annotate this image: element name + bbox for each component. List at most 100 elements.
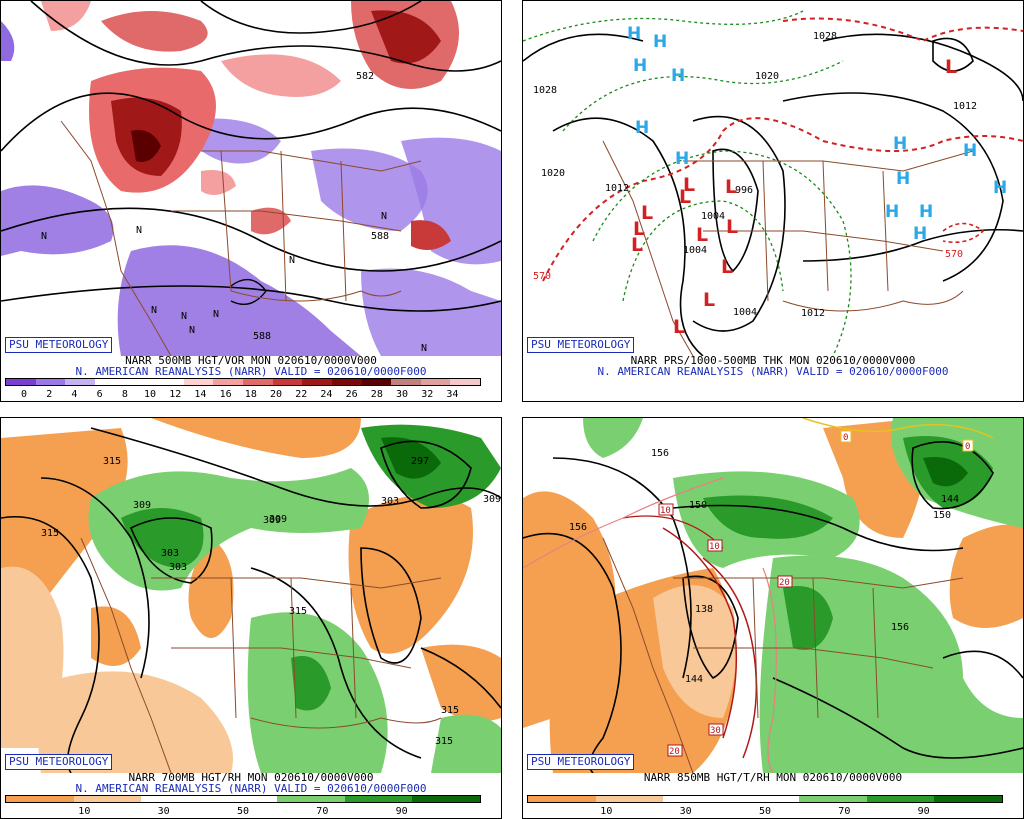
colorbar-tick-label: 6 bbox=[96, 389, 103, 400]
colorbar-ticks: 10 30 50 70 90 bbox=[527, 806, 1003, 818]
isobar-label: 1004 bbox=[683, 245, 707, 256]
low-pressure-marker: L bbox=[726, 216, 738, 238]
panel-title: NARR 500MB HGT/VOR MON 020610/0000V000 bbox=[125, 354, 377, 367]
colorbar-tick-label: 10 bbox=[78, 806, 91, 817]
high-pressure-marker: H bbox=[896, 169, 910, 189]
colorbar-tick-label: 50 bbox=[758, 806, 772, 817]
colorbar-swatch bbox=[663, 796, 732, 802]
reanalysis-line: N. AMERICAN REANALYSIS (NARR) VALID = 02… bbox=[597, 365, 949, 378]
colorbar-tick-label: 8 bbox=[121, 389, 128, 400]
colorbar-swatch bbox=[6, 796, 74, 802]
colorbar-tick-label: 30 bbox=[396, 389, 409, 400]
low-pressure-marker: L bbox=[673, 316, 685, 338]
contour-label: 144 bbox=[685, 674, 703, 685]
colorbar-tick-label: 90 bbox=[917, 806, 930, 817]
psu-badge: PSU METEOROLOGY bbox=[5, 337, 113, 353]
panel-700mb-rh: 315 309 303 303 309 297 303 309 315 315 … bbox=[0, 417, 502, 819]
contour-label: 315 bbox=[435, 736, 453, 747]
colorbar-tick-label: 16 bbox=[219, 389, 232, 400]
high-pressure-marker: H bbox=[675, 149, 689, 169]
colorbar-tick-label: 12 bbox=[169, 389, 182, 400]
colorbar-swatch bbox=[94, 379, 125, 385]
colorbar-tick-label: 30 bbox=[157, 806, 170, 817]
colorbar-swatch bbox=[209, 796, 277, 802]
contour-label: 144 bbox=[941, 494, 959, 505]
colorbar-swatch bbox=[798, 796, 867, 802]
reanalysis-line: N. AMERICAN REANALYSIS (NARR) VALID = 02… bbox=[75, 782, 427, 795]
low-pressure-marker: L bbox=[679, 186, 691, 208]
isobar-label: 1020 bbox=[755, 71, 779, 82]
contour-label: 156 bbox=[569, 522, 587, 533]
contour-label: 150 bbox=[689, 500, 707, 511]
thickness-label: 570 bbox=[533, 271, 551, 282]
colorbar-swatch bbox=[243, 379, 273, 385]
colorbar-tick-label: 50 bbox=[236, 806, 250, 817]
low-pressure-marker: L bbox=[721, 256, 733, 278]
colorbar-swatch bbox=[276, 796, 345, 802]
temperature-label: 0 bbox=[843, 433, 848, 443]
colorbar-swatch bbox=[420, 379, 451, 385]
thickness-label: 570 bbox=[945, 249, 963, 260]
temperature-label: 30 bbox=[710, 726, 721, 736]
high-pressure-marker: H bbox=[893, 134, 907, 154]
temperature-label: 20 bbox=[779, 578, 790, 588]
colorbar-tick-label: 70 bbox=[316, 806, 329, 817]
map-850mb: 156 150 156 138 144 150 156 144 0 0 10 1… bbox=[523, 418, 1023, 773]
isobar-label: 1020 bbox=[541, 168, 565, 179]
colorbar-swatch bbox=[412, 796, 481, 802]
contour-label: 582 bbox=[356, 71, 374, 82]
colorbar-swatch bbox=[528, 796, 596, 802]
high-pressure-marker: H bbox=[653, 32, 667, 52]
panel-title: NARR 850MB HGT/T/RH MON 020610/0000V000 bbox=[643, 771, 903, 784]
colorbar-tick-label: 30 bbox=[679, 806, 692, 817]
contour-label: 138 bbox=[695, 604, 713, 615]
low-pressure-marker: L bbox=[725, 176, 737, 198]
colorbar-vorticity bbox=[5, 378, 481, 386]
contour-label: 309 bbox=[133, 500, 151, 511]
isobar-label: 1004 bbox=[701, 211, 725, 222]
isobar-label: 1028 bbox=[813, 31, 837, 42]
contour-label: 303 bbox=[169, 562, 187, 573]
temperature-label: 10 bbox=[660, 506, 671, 516]
high-pressure-marker: H bbox=[885, 202, 899, 222]
colorbar-ticks: 0 2 4 6 8 10 12 14 16 18 20 22 24 26 28 30 32 34 bbox=[5, 389, 481, 401]
contour-label: 315 bbox=[289, 606, 307, 617]
isobar-label: 1012 bbox=[801, 308, 825, 319]
colorbar-swatch bbox=[866, 796, 935, 802]
temperature-label: 10 bbox=[709, 542, 720, 552]
contour-label: 309 bbox=[269, 514, 287, 525]
colorbar-swatch bbox=[731, 796, 799, 802]
panel-pressure-thickness: 1028 1020 1012 1004 1004 1012 996 1004 1… bbox=[522, 0, 1024, 402]
colorbar-tick-label: 28 bbox=[370, 389, 383, 400]
vort-min-marker: N bbox=[189, 325, 195, 336]
contour-label: 297 bbox=[411, 456, 429, 467]
contour-label: 315 bbox=[41, 528, 59, 539]
low-pressure-marker: L bbox=[633, 218, 645, 240]
isobar-label: 1012 bbox=[953, 101, 977, 112]
colorbar-swatch bbox=[331, 379, 362, 385]
contour-label: 309 bbox=[483, 494, 501, 505]
colorbar-swatch bbox=[450, 379, 480, 385]
map-700mb: 315 309 303 303 309 297 303 309 315 315 … bbox=[1, 418, 501, 773]
panel-title: NARR 700MB HGT/RH MON 020610/0000V000 bbox=[128, 771, 374, 784]
colorbar-rh bbox=[5, 795, 481, 803]
colorbar-tick-label: 18 bbox=[244, 389, 257, 400]
colorbar-swatch bbox=[344, 796, 413, 802]
colorbar-swatch bbox=[124, 379, 155, 385]
colorbar-tick-label: 90 bbox=[395, 806, 408, 817]
colorbar-swatch bbox=[73, 796, 142, 802]
colorbar-tick-label: 2 bbox=[46, 389, 53, 400]
contour-label: 588 bbox=[371, 231, 389, 242]
contour-label: 309 bbox=[263, 515, 281, 526]
colorbar-swatch bbox=[183, 379, 214, 385]
colorbar-swatch bbox=[934, 796, 1003, 802]
colorbar-tick-label: 0 bbox=[21, 389, 28, 400]
colorbar-ticks: 10 30 50 70 90 bbox=[5, 806, 481, 818]
map-pressure: 1028 1020 1012 1004 1004 1012 996 1004 1… bbox=[523, 1, 1023, 356]
colorbar-swatch bbox=[213, 379, 243, 385]
colorbar-swatch bbox=[154, 379, 184, 385]
colorbar-rh bbox=[527, 795, 1003, 803]
colorbar-swatch bbox=[35, 379, 66, 385]
colorbar-tick-label: 14 bbox=[194, 389, 207, 400]
vort-min-marker: N bbox=[289, 255, 295, 266]
